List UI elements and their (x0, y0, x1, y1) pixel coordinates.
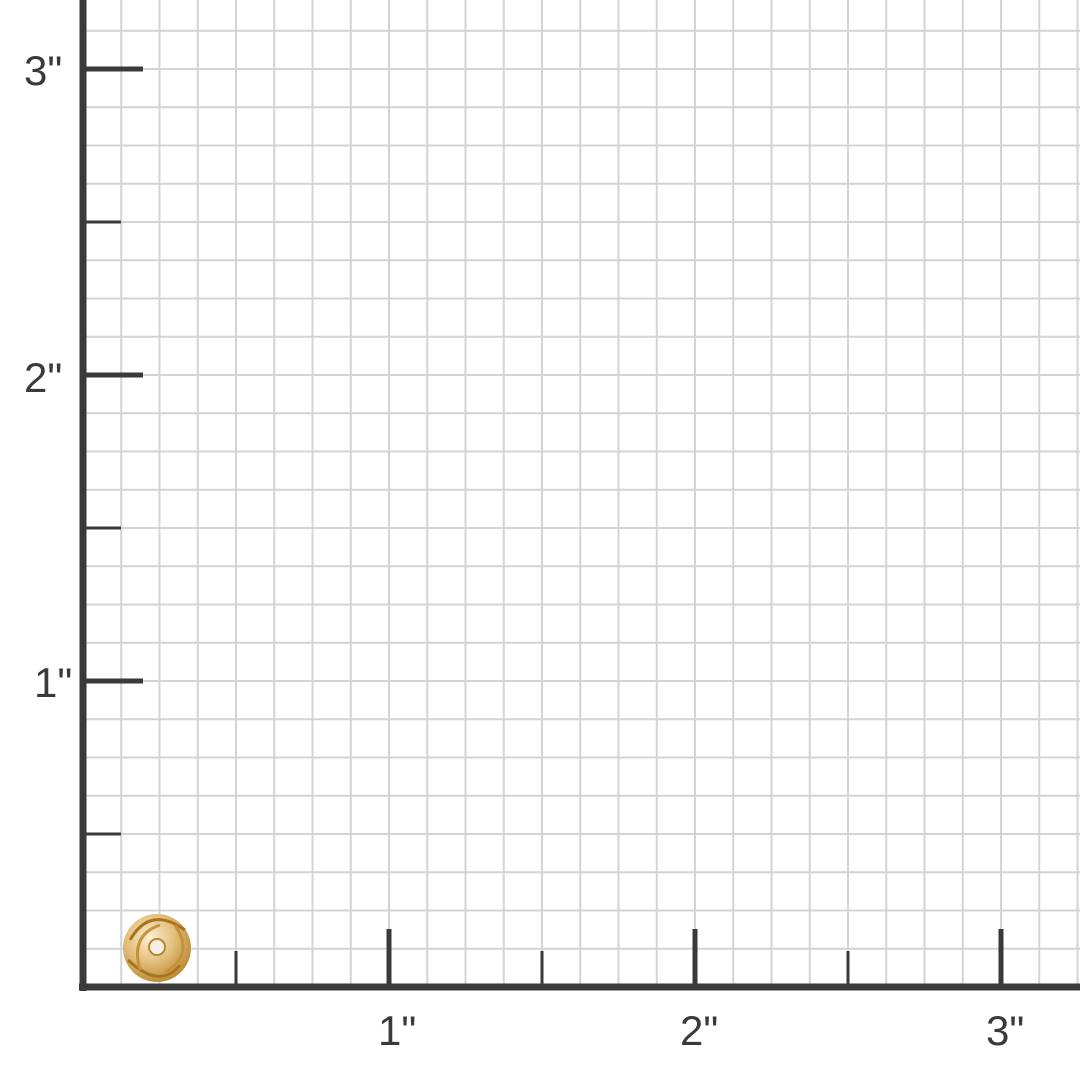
x-label-3: 3" (986, 1007, 1025, 1054)
y-label-3: 3" (24, 47, 63, 94)
x-label-1: 1" (378, 1007, 417, 1054)
gold-love-knot-earring-icon (123, 914, 191, 982)
y-label-2: 2" (24, 354, 63, 401)
x-label-2: 2" (680, 1007, 719, 1054)
y-label-1: 1" (34, 659, 73, 706)
